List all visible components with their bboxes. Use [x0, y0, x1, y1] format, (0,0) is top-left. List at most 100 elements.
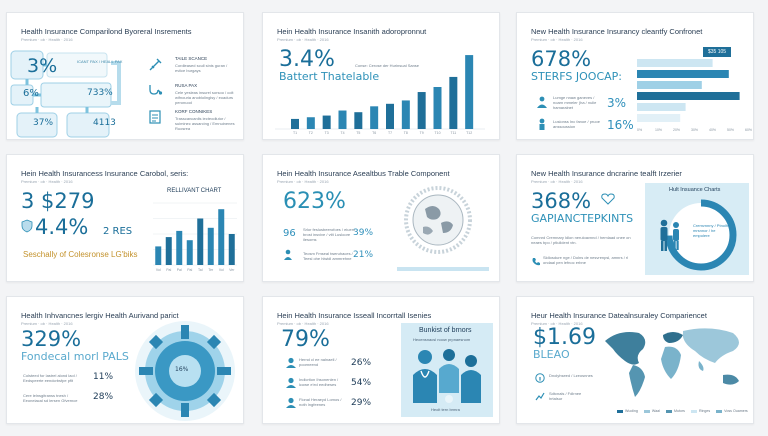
tick-label: T2 [309, 131, 313, 135]
card-charts: New Health Insurance dncrarine tealft Ir… [516, 154, 754, 282]
tick-label: 10% [655, 128, 662, 132]
ring-text: Cremvnnny / Ptnolhs mrsnnor / he empoler… [693, 223, 731, 238]
stat-subtitle: GAPIANCTEPKINTS [531, 212, 634, 225]
globe-dial [404, 186, 472, 254]
bar [449, 76, 458, 129]
stat-value: 3 $279 [21, 189, 95, 213]
tick-label: T8 [404, 131, 408, 135]
tick-label: T6 [372, 131, 376, 135]
legend-label: Voss Ouamers [724, 409, 748, 413]
stat-value: 11% [93, 372, 114, 382]
world-map [605, 328, 739, 397]
legend-item: Ringes [690, 409, 711, 413]
chart-caption: Conse: Cerose der Hurinsual Sanse [355, 63, 420, 68]
legend-item: Voss Ouamers [716, 409, 748, 413]
stat-text: Cere lelnsgitranss tnesh / Eeoneiacal sd… [23, 393, 78, 403]
bar [322, 115, 331, 129]
stat-value: 28% [93, 392, 114, 402]
tick-label: T3 [325, 131, 329, 135]
bar [228, 234, 235, 265]
card-subtitle: Premium · ob · Health · 2016 [21, 37, 73, 42]
card-subtitle: Premium · ob · Health · 2016 [277, 37, 329, 42]
stat-text: Lumge nnaw ganeves / noarn mmeler (ha / … [553, 95, 597, 110]
card-subtitle: Premium · ob · Health · 2016 [531, 37, 583, 42]
stat-value: 733% [87, 88, 113, 98]
card-subtitle: Premium · ob · Health · 2016 [21, 321, 73, 326]
card-subtitle: Premium · ob · Health · 2016 [531, 321, 583, 326]
legend-label: Ringes [698, 409, 711, 413]
card-comparison: Health Insurance Comparilond Byoreral In… [6, 12, 244, 140]
bar [637, 70, 729, 78]
legend-swatch [665, 409, 672, 413]
horizontal-bar-chart: 0% 10% 20% 30% 40% 50% 60% [637, 59, 752, 132]
item-text: Cele yesleas insurel sorsoo / colt wifno… [175, 90, 234, 105]
legend-swatch [716, 409, 723, 413]
legend-item: Wuoling [617, 409, 638, 413]
person-icon [286, 357, 296, 368]
card-subtitle: Premium · ob · Health · 2016 [21, 179, 73, 184]
bar [417, 92, 426, 129]
stat-value: 79% [281, 327, 330, 352]
card-subtitle: Premium · ob · Health · 2016 [277, 179, 329, 184]
tick-label: 30% [691, 128, 698, 132]
legend-swatch [690, 409, 697, 413]
tick-label: Pal [166, 268, 171, 272]
card-title: Hein Health Insurance Insanith adoropron… [277, 27, 427, 36]
stat-value: 368% [531, 189, 592, 213]
center-value: 16% [175, 366, 189, 373]
tick-label: Vol [219, 268, 224, 272]
stat-value: 329% [21, 327, 82, 351]
syringe-icon [149, 58, 162, 71]
bar [354, 112, 363, 129]
legend-label: Mutors [673, 409, 685, 413]
bar [207, 227, 214, 265]
tick-label: T4 [340, 131, 344, 135]
card-subtitle: Premium · ob · Health · 2016 [277, 321, 329, 326]
stat-value: 6% [23, 88, 39, 99]
stat-value: 623% [283, 189, 346, 214]
tick-label: 0% [637, 128, 642, 132]
card-isseall: Hein Health Insurance Isseall Incorrtall… [262, 296, 500, 424]
stat-text: Colsteed for lastrel alond laol / Eedspe… [23, 373, 77, 383]
pipe-diagram [10, 50, 121, 138]
card-title: Health Insurance Comparilond Byoreral In… [21, 27, 192, 36]
bar [176, 230, 183, 265]
tick-label: T5 [356, 131, 360, 135]
stat-value: 4.4% [35, 215, 89, 239]
item-text: Cordleased scull sinis guran / eviice bu… [175, 63, 228, 73]
stat-subtitle: Fondecal morl PALS [21, 350, 129, 363]
tick-label: 60% [745, 128, 752, 132]
legend-label: Wuoling [625, 409, 638, 413]
tick-label: 50% [727, 128, 734, 132]
stat-text: Sdtcnals / Fdlrnee hrtalsur [549, 391, 582, 401]
stat-value: 37% [33, 118, 54, 128]
person-icon [286, 377, 296, 388]
stat-value: $1.69 [533, 325, 596, 350]
stat-value: 39% [353, 228, 374, 238]
stat-text: Lusionss Inc fanoe / pruoe anssoussion [553, 119, 600, 129]
tick-label: T11 [450, 131, 456, 135]
bar [386, 103, 394, 129]
bar [637, 92, 740, 100]
box-text: ICANT PAX / HEALL PAX [77, 59, 123, 64]
item-head: TAILE SCANCE [175, 56, 208, 61]
panel-title: Bunkist of brnors [419, 327, 472, 334]
shield-icon [21, 219, 33, 233]
item-text: Trasscancanlis iecteodlutor / suiminec a… [175, 116, 235, 131]
stat-suffix: 2 RES [103, 226, 133, 237]
legend-swatch [643, 409, 650, 413]
heart-icon [601, 193, 615, 205]
bar [338, 110, 347, 129]
card-world-map: Heur Health Insurance Datealnsuraley Com… [516, 296, 754, 424]
map-legend: Wuoling Waal Mutors Ringes Voss Ouamers [617, 409, 748, 413]
card-title: Hein Health Insurance Isseall Incorrtall… [277, 311, 432, 320]
card-title: Hein Health Insurance Asealtbus Trable C… [277, 169, 450, 178]
stat-text: Flonal Heraeyd Lomos / noth lngfeenes [299, 397, 342, 407]
stat-value: 96 [283, 228, 296, 239]
stat-value: 54% [351, 378, 372, 388]
bar [306, 117, 315, 129]
relevant-bar-chart: Vol Pal Pal Pal Tal Ter Vol Ver [153, 202, 237, 272]
tick-label: 40% [709, 128, 716, 132]
card-title: New Health Insurance Insurancy cleantfy … [531, 27, 703, 36]
people-icon [537, 96, 547, 108]
